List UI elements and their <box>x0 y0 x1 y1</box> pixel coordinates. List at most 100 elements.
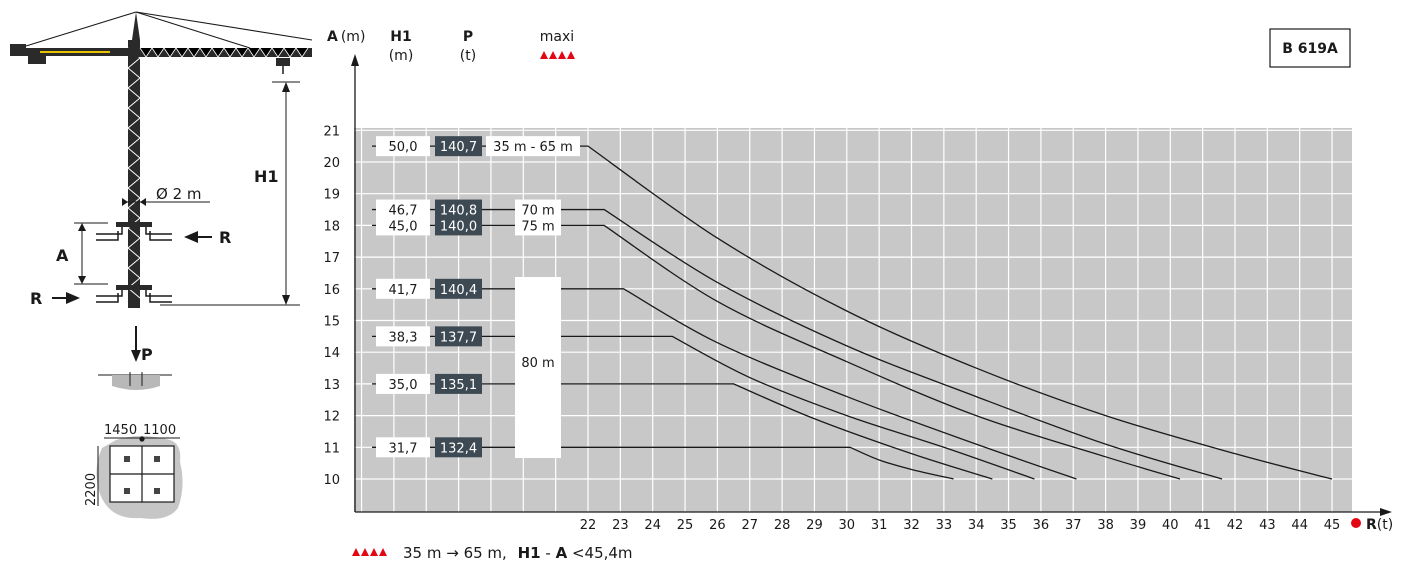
footer-rest: <45,4m <box>572 544 633 562</box>
diagram-h1-label: H1 <box>254 167 279 186</box>
jib-label-70: 70 m <box>521 204 554 219</box>
x-tick-label: 36 <box>1033 518 1050 533</box>
crane-counterweight <box>10 44 26 56</box>
x-tick-label: 33 <box>936 518 953 533</box>
x-axis-label: R <box>1366 517 1377 533</box>
tick-labels: 22 23 24 25 26 27 28 29 30 31 32 33 34 35 36 37 38 39 40 41… <box>323 124 1340 533</box>
p-value: 140,4 <box>440 283 477 298</box>
y-tick-label: 10 <box>323 473 340 488</box>
h1-value: 46,7 <box>389 204 418 219</box>
p-value: 137,7 <box>440 330 477 345</box>
jib-label-35-65: 35 m - 65 m <box>493 140 573 155</box>
base-dim-right: 1100 <box>143 423 176 438</box>
p-value: 132,4 <box>440 441 477 456</box>
h1-value-box <box>376 278 430 299</box>
h1-value: 45,0 <box>389 219 418 234</box>
model-badge-box <box>1269 28 1351 68</box>
diagram-mast-dim: Ø 2 m <box>156 185 202 203</box>
model-badge: B 619A <box>1282 41 1338 57</box>
x-tick-label: 41 <box>1194 518 1211 533</box>
x-tick-label: 38 <box>1097 518 1114 533</box>
jib-label-80: 80 m <box>521 356 554 371</box>
maxi-jib-icon <box>540 51 575 59</box>
p-value-box <box>435 373 482 394</box>
diagram-p-label: P <box>141 345 153 364</box>
crane-diagram: H1 Ø 2 m A R R P <box>10 11 313 519</box>
y-tick-label: 16 <box>323 283 340 298</box>
y-tick-label: 20 <box>323 156 340 171</box>
x-tick-label: 44 <box>1291 518 1308 533</box>
x-tick-label: 31 <box>871 518 888 533</box>
series-line <box>372 224 1181 480</box>
header-p-label: P <box>463 29 473 45</box>
y-tick-label: 11 <box>323 441 340 456</box>
p-value: 140,8 <box>440 204 477 219</box>
x-tick-label: 35 <box>1000 518 1017 533</box>
jib-label-70-box <box>515 199 561 220</box>
x-tick-label: 30 <box>839 518 856 533</box>
p-value: 140,7 <box>440 140 477 155</box>
r-axis-dot <box>1351 518 1361 528</box>
row-labels: 50,0 140,7 46,7 140,8 45,0 140,0 41,7 140,4 38,3… <box>376 136 580 458</box>
series-line <box>372 288 1077 480</box>
p-value-box <box>435 437 482 458</box>
jib-label-35-65-box <box>486 136 580 157</box>
y-tick-label: 17 <box>323 251 340 266</box>
x-tick-label: 29 <box>806 518 823 533</box>
header-p-unit: (t) <box>460 48 476 64</box>
series-line <box>372 145 1333 480</box>
h1-value: 38,3 <box>389 330 418 345</box>
base-dim-left: 1450 <box>104 423 137 438</box>
base-dim-side: 2200 <box>84 473 99 506</box>
jib-label-75: 75 m <box>521 219 554 234</box>
p-value-box <box>435 215 482 236</box>
p-value-box <box>435 199 482 220</box>
x-tick-label: 43 <box>1259 518 1276 533</box>
x-tick-label: 24 <box>644 518 661 533</box>
y-tick-label: 19 <box>323 188 340 203</box>
footer-a: A <box>556 544 568 562</box>
x-tick-label: 22 <box>580 518 597 533</box>
h1-value-box <box>376 373 430 394</box>
jib-label-75-box <box>515 215 561 236</box>
x-tick-label: 26 <box>709 518 726 533</box>
series-line <box>372 383 993 480</box>
header-a-unit: (m) <box>341 29 366 45</box>
jib-label-80-box <box>515 277 561 458</box>
x-tick-label: 23 <box>612 518 629 533</box>
diagram-r-label-left: R <box>30 289 42 308</box>
y-tick-label: 15 <box>323 315 340 330</box>
h1-value-box <box>376 326 430 347</box>
x-tick-label: 37 <box>1065 518 1082 533</box>
svg-text:A(m): A (m) <box>327 29 365 45</box>
x-tick-label: 28 <box>774 518 791 533</box>
y-tick-label: 14 <box>323 346 340 361</box>
series-line <box>372 446 954 480</box>
header-a-label: A <box>327 29 338 45</box>
series-line <box>372 208 1223 480</box>
h1-value-box <box>376 199 430 220</box>
diagram-r-label-right: R <box>219 228 231 247</box>
footer-jib-icon <box>352 548 387 556</box>
p-value: 135,1 <box>440 378 477 393</box>
x-tick-label: 34 <box>968 518 985 533</box>
h1-value: 41,7 <box>389 283 418 298</box>
h1-value-box <box>376 437 430 458</box>
footer-range: 35 m → 65 m, <box>403 544 507 562</box>
svg-text:35 m → 65 m, H1 -: 35 m → 65 m, H1 - A <45,4m <box>403 544 633 562</box>
y-tick-label: 13 <box>323 378 340 393</box>
diagram-a-label: A <box>56 246 69 265</box>
footer-sep: - <box>545 544 555 562</box>
header-h1-unit: (m) <box>389 48 414 64</box>
p-value: 140,0 <box>440 219 477 234</box>
y-tick-label: 12 <box>323 410 340 425</box>
crane-mast <box>128 40 140 308</box>
header-maxi-label: maxi <box>540 29 574 45</box>
footer-h1: H1 <box>518 544 541 562</box>
x-axis-unit: (t) <box>1377 517 1393 533</box>
x-tick-label: 39 <box>1130 518 1147 533</box>
h1-value: 50,0 <box>389 140 418 155</box>
x-tick-label: 32 <box>903 518 920 533</box>
h1-value-box <box>376 136 430 157</box>
